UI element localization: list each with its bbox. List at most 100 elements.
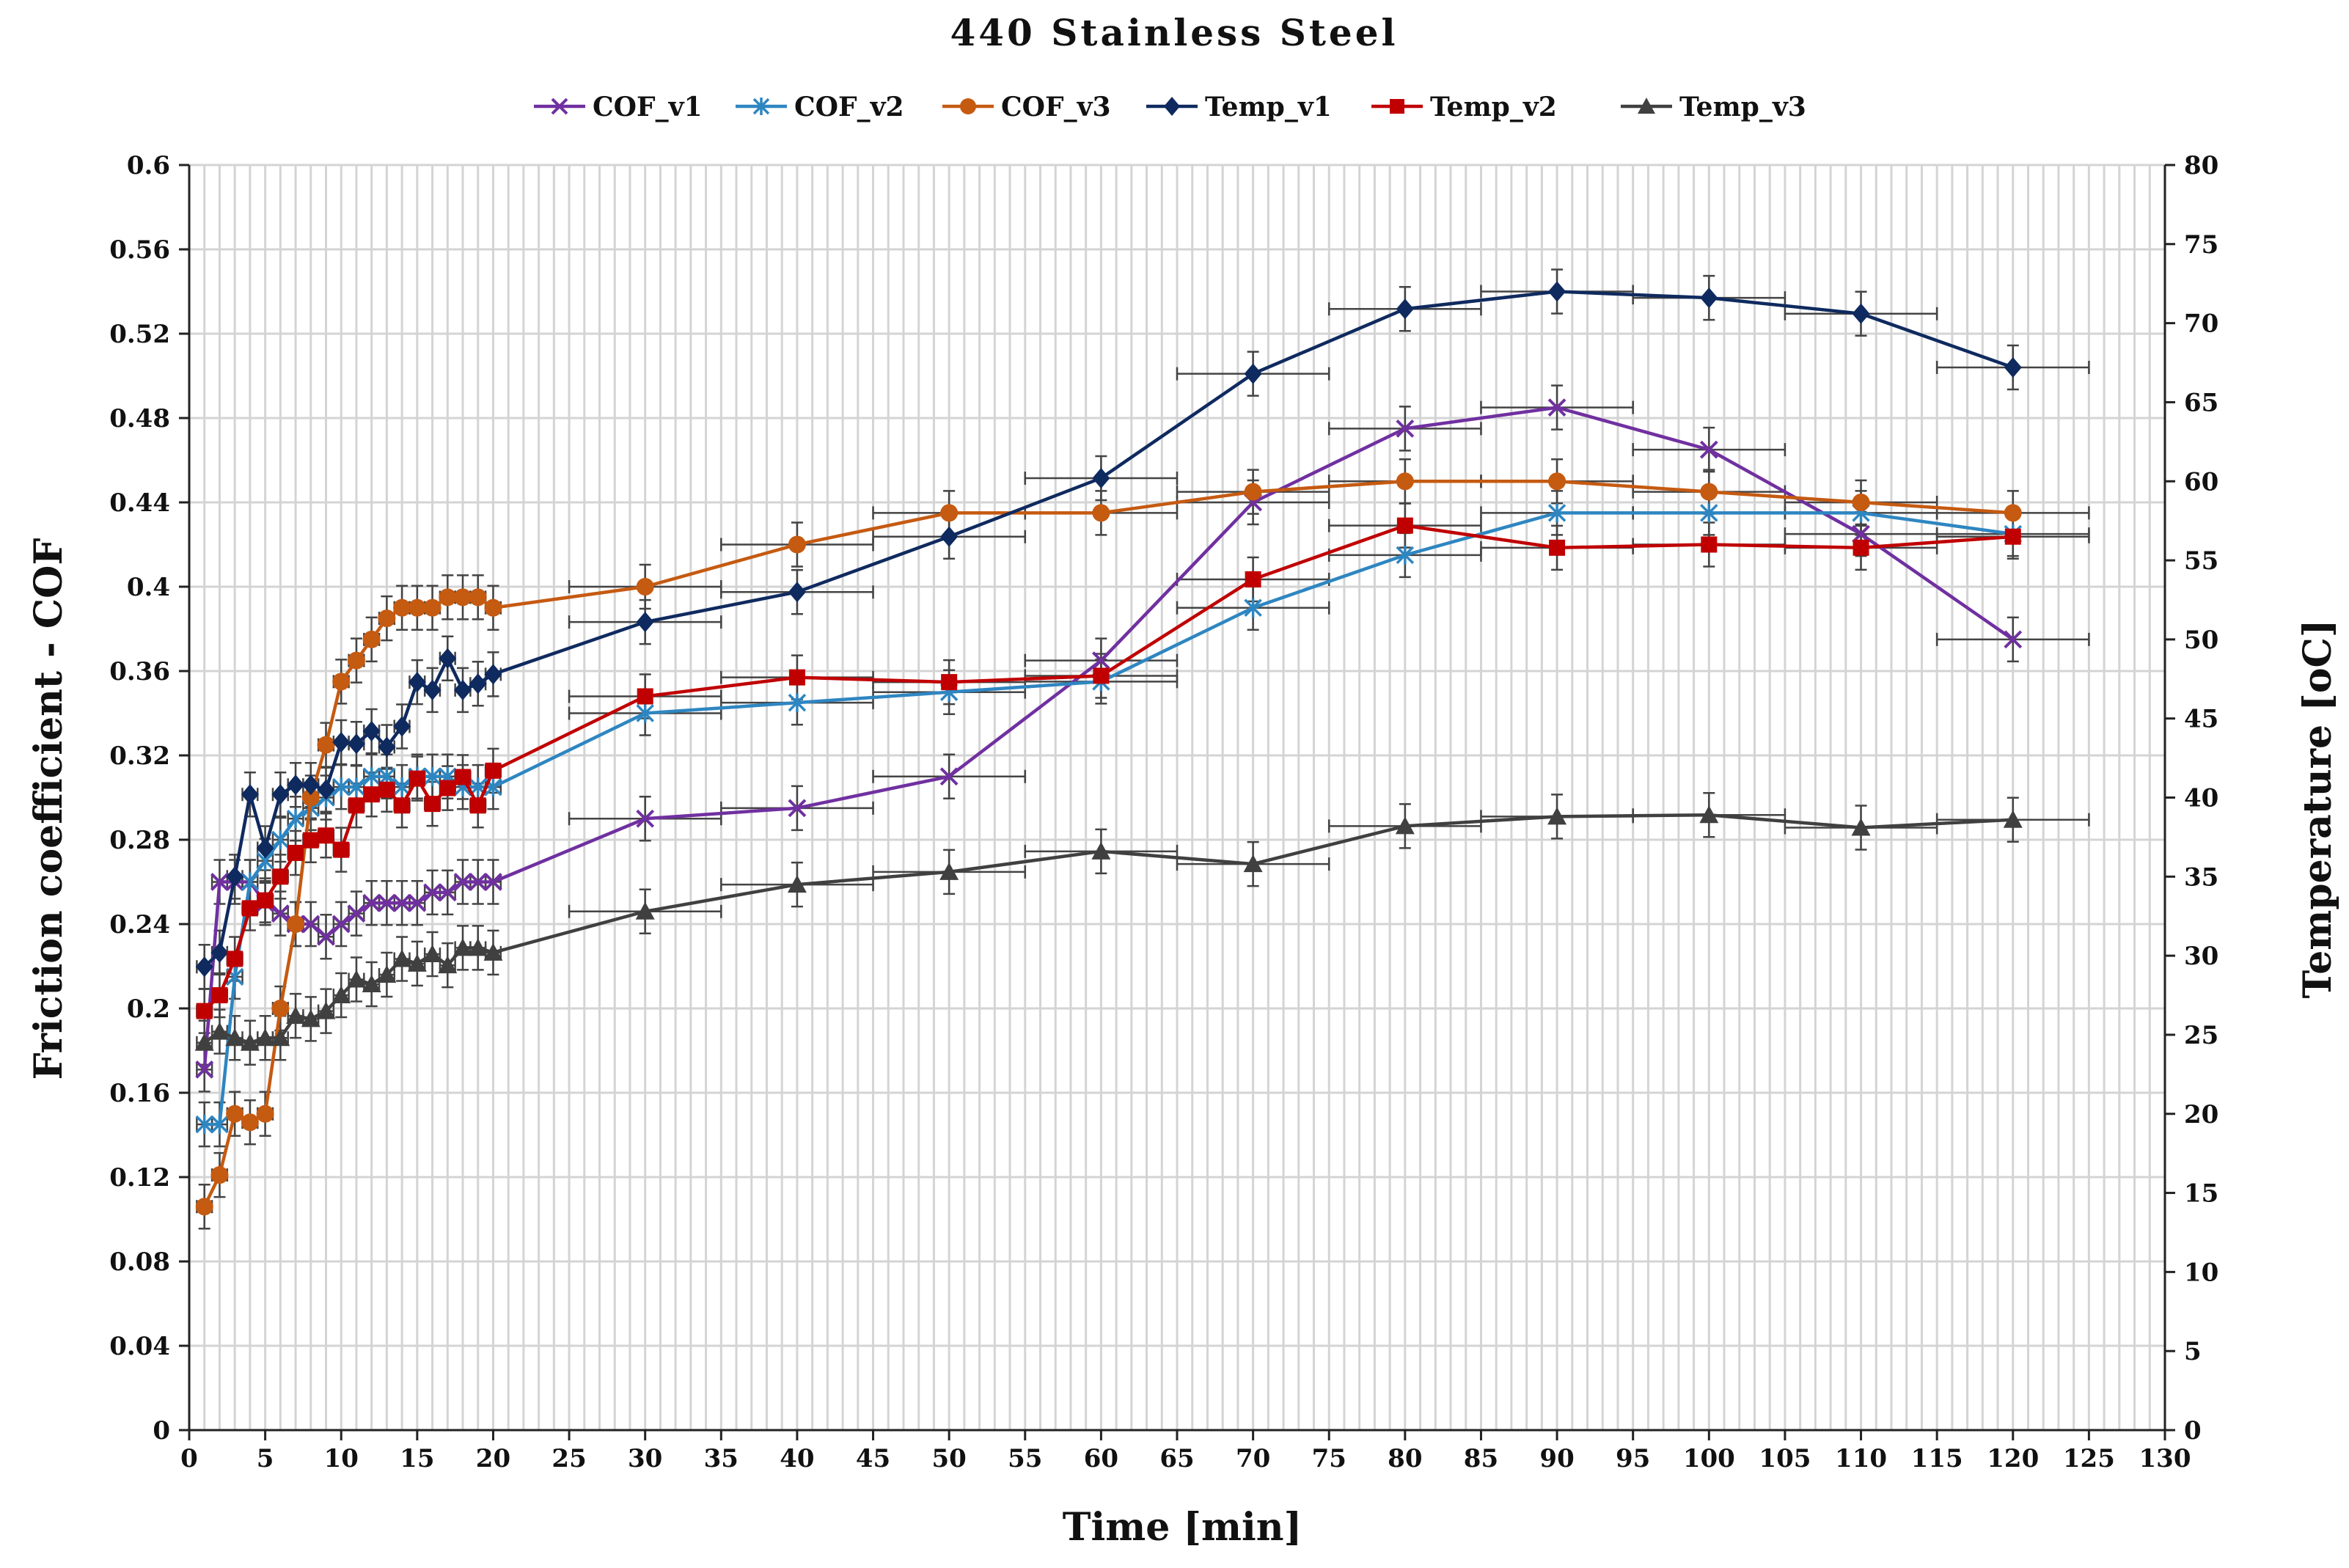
- y2-tick-label: 20: [2184, 1100, 2218, 1129]
- data-point-COF_v2: [1396, 545, 1415, 565]
- y-tick-label: 0.08: [109, 1248, 170, 1277]
- data-point-Temp_v2: [1549, 539, 1566, 556]
- x-tick-label: 35: [704, 1444, 739, 1473]
- x-tick-label: 100: [1683, 1444, 1735, 1473]
- data-point-COF_v3: [393, 598, 411, 617]
- data-point-Temp_v1: [332, 732, 351, 753]
- data-point-COF_v3: [1548, 472, 1566, 491]
- data-point-Temp_v2: [227, 950, 243, 967]
- data-point-COF_v2: [271, 830, 290, 849]
- data-point-Temp_v3: [331, 986, 351, 1004]
- y-tick-label: 0.16: [109, 1079, 170, 1108]
- y2-tick-label: 30: [2184, 942, 2218, 971]
- y2-tick-label: 55: [2184, 546, 2218, 576]
- data-point-Temp_v3: [286, 1006, 306, 1025]
- y2-tick-label: 70: [2184, 309, 2218, 339]
- data-point-Temp_v2: [637, 688, 653, 705]
- data-point-Temp_v3: [453, 938, 473, 956]
- legend-swatch-marker: [551, 98, 568, 115]
- data-point-Temp_v2: [302, 832, 319, 849]
- data-point-Temp_v3: [392, 949, 412, 967]
- legend-label: COF_v2: [794, 92, 904, 122]
- x-tick-label: 90: [1539, 1444, 1574, 1473]
- data-point-Temp_v3: [271, 1028, 290, 1047]
- data-point-COF_v2: [788, 693, 807, 713]
- data-point-Temp_v3: [1547, 807, 1567, 825]
- data-point-Temp_v1: [226, 866, 244, 887]
- data-point-COF_v3: [636, 578, 654, 596]
- data-point-COF_v1: [1852, 524, 1870, 543]
- data-point-COF_v3: [408, 598, 426, 617]
- error-bars-COF_v1: [196, 384, 2090, 1093]
- series-COF_v1: [195, 398, 2023, 1079]
- data-point-Temp_v3: [240, 1033, 260, 1051]
- data-point-COF_v2: [210, 1115, 229, 1135]
- data-point-Temp_v2: [257, 892, 274, 909]
- data-point-COF_v1: [1699, 440, 1718, 459]
- data-point-Temp_v3: [301, 1009, 320, 1027]
- x-tick-label: 125: [2063, 1444, 2115, 1473]
- legend-item-Temp_v3: Temp_v3: [1621, 92, 1806, 122]
- data-point-Temp_v2: [788, 669, 805, 686]
- data-point-Temp_v2: [439, 780, 456, 796]
- data-point-COF_v1: [939, 767, 959, 786]
- data-point-COF_v1: [377, 893, 396, 912]
- x-tick-label: 10: [324, 1444, 359, 1473]
- legend-swatch-marker: [1390, 99, 1404, 114]
- y-tick-label: 0.28: [109, 826, 170, 855]
- x-tick-label: 115: [1911, 1444, 1963, 1473]
- y2-tick-label: 15: [2184, 1179, 2218, 1209]
- y-tick-label: 0.36: [109, 657, 170, 686]
- error-bars-COF_v3: [196, 458, 2090, 1230]
- data-point-Temp_v2: [333, 841, 350, 858]
- y-tick-label: 0.04: [109, 1332, 170, 1361]
- data-point-Temp_v3: [194, 1033, 214, 1051]
- data-point-Temp_v3: [2003, 810, 2023, 828]
- data-point-COF_v3: [271, 1000, 290, 1017]
- data-point-Temp_v1: [317, 779, 335, 800]
- data-point-COF_v1: [347, 904, 366, 923]
- y2-tick-label: 5: [2184, 1337, 2202, 1366]
- legend-item-Temp_v2: Temp_v2: [1371, 92, 1557, 122]
- error-bars-Temp_v3: [196, 791, 2090, 1066]
- data-point-Temp_v3: [210, 1022, 230, 1040]
- data-point-COF_v1: [484, 873, 502, 891]
- data-point-Temp_v2: [1093, 667, 1110, 684]
- y2-tick-label: 75: [2184, 230, 2218, 260]
- data-point-COF_v1: [362, 893, 381, 912]
- x-tick-label: 25: [551, 1444, 586, 1473]
- data-point-COF_v1: [331, 915, 351, 934]
- data-point-COF_v1: [195, 1060, 214, 1079]
- data-point-COF_v1: [423, 883, 441, 902]
- data-point-COF_v1: [392, 893, 411, 912]
- data-point-Temp_v2: [287, 844, 304, 861]
- tick-labels: 0 5 10 15 20 25 30 35 40 45 50 55 60 65 70 75 80 85 90 95 10…: [109, 151, 2218, 1473]
- y-axis-title: Friction coefficient - COF: [26, 538, 71, 1080]
- legend-label: COF_v1: [593, 92, 703, 122]
- x-axis-title: Time [min]: [1063, 1505, 1302, 1550]
- chart-title: 440 Stainless Steel: [950, 11, 1398, 54]
- data-point-COF_v1: [408, 893, 427, 912]
- y-tick-label: 0.48: [109, 404, 170, 433]
- y2-axis-title: Temperature [oC]: [2295, 619, 2340, 998]
- data-point-COF_v3: [241, 1113, 259, 1132]
- data-point-COF_v1: [788, 799, 807, 818]
- data-point-Temp_v2: [378, 781, 395, 798]
- y2-tick-label: 40: [2184, 784, 2218, 813]
- data-point-COF_v3: [317, 736, 335, 754]
- data-point-Temp_v2: [318, 827, 334, 844]
- x-tick-label: 60: [1084, 1444, 1118, 1473]
- data-point-Temp_v1: [469, 673, 487, 695]
- y2-tick-label: 10: [2184, 1258, 2218, 1287]
- x-tick-label: 55: [1008, 1444, 1042, 1473]
- data-point-COF_v2: [1700, 503, 1718, 523]
- data-point-COF_v3: [788, 535, 806, 554]
- data-point-Temp_v3: [316, 1001, 336, 1019]
- data-point-Temp_v2: [241, 900, 258, 917]
- data-point-Temp_v1: [378, 736, 396, 758]
- y-tick-label: 0.32: [109, 741, 170, 771]
- y-tick-label: 0.2: [127, 994, 170, 1024]
- data-point-COF_v3: [1244, 483, 1262, 501]
- data-point-COF_v3: [210, 1166, 229, 1184]
- data-point-Temp_v3: [483, 942, 503, 961]
